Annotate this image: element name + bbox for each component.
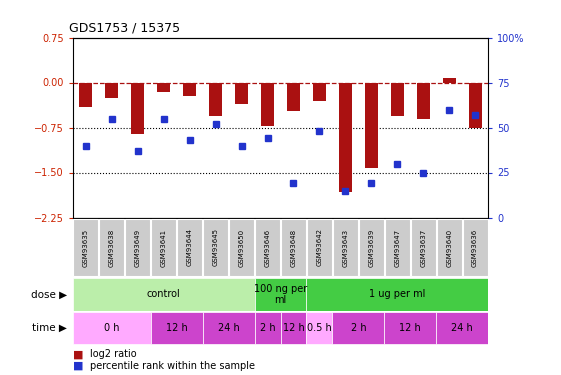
FancyBboxPatch shape — [306, 312, 332, 344]
Text: 2 h: 2 h — [260, 323, 275, 333]
Text: ■: ■ — [73, 350, 84, 359]
Bar — [157, 82, 170, 92]
Text: control: control — [147, 290, 181, 299]
Text: 12 h: 12 h — [399, 323, 421, 333]
Text: GDS1753 / 15375: GDS1753 / 15375 — [69, 22, 180, 35]
Bar — [261, 82, 274, 126]
FancyBboxPatch shape — [73, 312, 151, 344]
Text: GSM93644: GSM93644 — [187, 228, 192, 267]
Text: percentile rank within the sample: percentile rank within the sample — [90, 361, 255, 370]
Bar — [313, 82, 326, 100]
Text: time ▶: time ▶ — [33, 323, 67, 333]
FancyBboxPatch shape — [281, 219, 306, 276]
Text: GSM93639: GSM93639 — [369, 228, 374, 267]
FancyBboxPatch shape — [463, 219, 488, 276]
Text: GSM93650: GSM93650 — [238, 228, 245, 267]
FancyBboxPatch shape — [99, 219, 125, 276]
Bar — [339, 82, 352, 192]
Bar — [209, 82, 222, 116]
Text: 12 h: 12 h — [166, 323, 187, 333]
FancyBboxPatch shape — [280, 312, 306, 344]
Text: log2 ratio: log2 ratio — [90, 350, 136, 359]
Text: 0.5 h: 0.5 h — [307, 323, 332, 333]
Text: GSM93635: GSM93635 — [83, 228, 89, 267]
Text: 100 ng per
ml: 100 ng per ml — [254, 284, 307, 305]
FancyBboxPatch shape — [332, 312, 384, 344]
Text: GSM93636: GSM93636 — [472, 228, 478, 267]
FancyBboxPatch shape — [307, 219, 332, 276]
Text: GSM93637: GSM93637 — [420, 228, 426, 267]
Text: 24 h: 24 h — [218, 323, 240, 333]
Text: ■: ■ — [73, 361, 84, 370]
FancyBboxPatch shape — [151, 312, 203, 344]
FancyBboxPatch shape — [436, 312, 488, 344]
Bar — [365, 82, 378, 168]
Text: 12 h: 12 h — [283, 323, 305, 333]
FancyBboxPatch shape — [73, 219, 98, 276]
Bar — [183, 82, 196, 96]
Text: GSM93646: GSM93646 — [265, 228, 270, 267]
FancyBboxPatch shape — [436, 219, 462, 276]
FancyBboxPatch shape — [384, 312, 436, 344]
FancyBboxPatch shape — [177, 219, 202, 276]
Text: GSM93642: GSM93642 — [316, 228, 323, 267]
Bar — [417, 82, 430, 118]
Bar — [287, 82, 300, 111]
FancyBboxPatch shape — [229, 219, 254, 276]
Bar — [131, 82, 144, 134]
FancyBboxPatch shape — [203, 219, 228, 276]
Text: 1 ug per ml: 1 ug per ml — [369, 290, 425, 299]
Bar — [443, 78, 456, 82]
Bar — [80, 82, 93, 106]
FancyBboxPatch shape — [255, 312, 280, 344]
Text: GSM93647: GSM93647 — [394, 228, 400, 267]
Text: 0 h: 0 h — [104, 323, 119, 333]
Bar — [468, 82, 481, 128]
FancyBboxPatch shape — [306, 278, 488, 310]
FancyBboxPatch shape — [73, 278, 255, 310]
FancyBboxPatch shape — [203, 312, 255, 344]
Text: GSM93641: GSM93641 — [161, 228, 167, 267]
Text: GSM93643: GSM93643 — [342, 228, 348, 267]
FancyBboxPatch shape — [385, 219, 410, 276]
FancyBboxPatch shape — [255, 278, 306, 310]
FancyBboxPatch shape — [255, 219, 280, 276]
Text: GSM93638: GSM93638 — [109, 228, 115, 267]
Text: GSM93648: GSM93648 — [291, 228, 296, 267]
Bar — [235, 82, 248, 104]
FancyBboxPatch shape — [125, 219, 150, 276]
Bar — [105, 82, 118, 98]
FancyBboxPatch shape — [333, 219, 358, 276]
Text: GSM93645: GSM93645 — [213, 228, 219, 267]
FancyBboxPatch shape — [151, 219, 176, 276]
Text: 2 h: 2 h — [351, 323, 366, 333]
Bar — [391, 82, 404, 116]
FancyBboxPatch shape — [411, 219, 436, 276]
Text: GSM93640: GSM93640 — [446, 228, 452, 267]
FancyBboxPatch shape — [359, 219, 384, 276]
Text: GSM93649: GSM93649 — [135, 228, 141, 267]
Text: dose ▶: dose ▶ — [31, 290, 67, 299]
Text: 24 h: 24 h — [451, 323, 473, 333]
